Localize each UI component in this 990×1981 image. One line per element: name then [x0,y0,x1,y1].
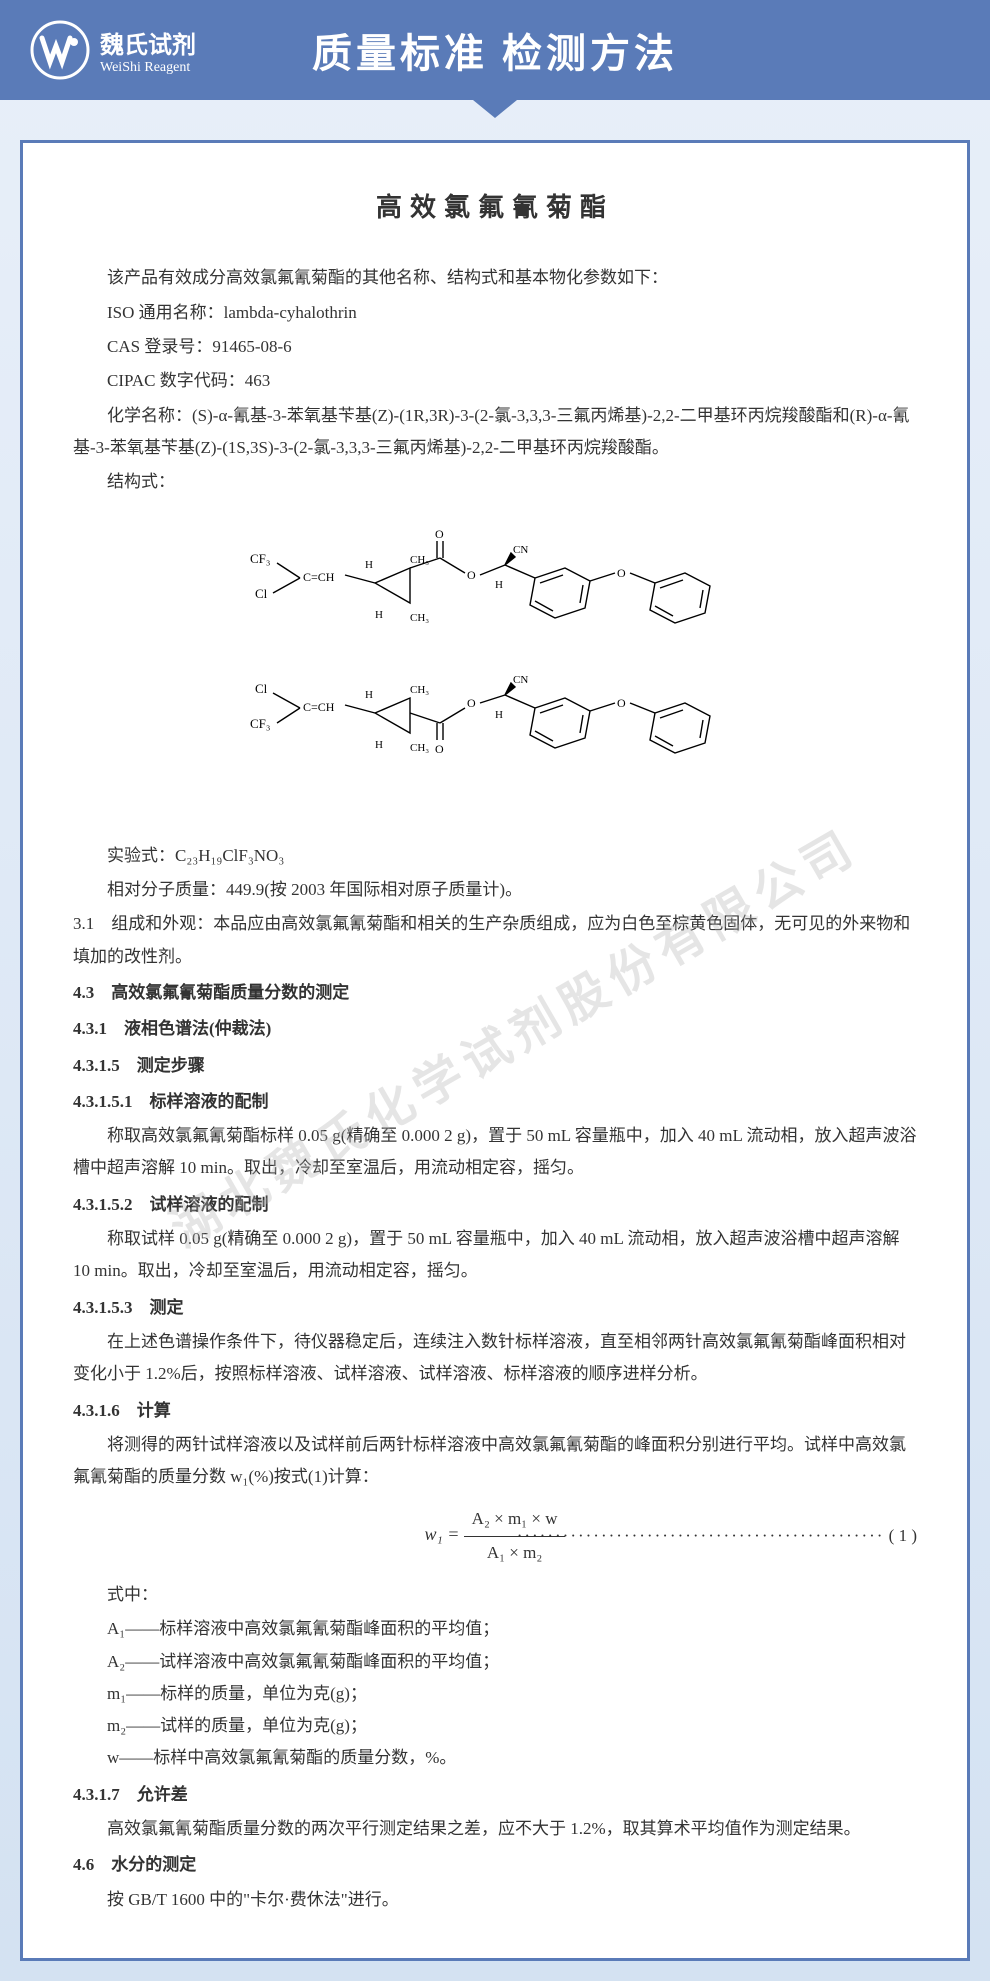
svg-text:O: O [467,568,476,582]
logo-en-text: WeiShi Reagent [100,60,196,76]
section-4-3-1-5: 4.3.1.5 测定步骤 [73,1050,917,1082]
svg-text:CH₃: CH₃ [410,684,429,696]
section-4-3-1-5-3: 4.3.1.5.3 测定 [73,1292,917,1324]
section-4-3-1-7: 4.3.1.7 允许差 [73,1779,917,1811]
svg-text:Cl: Cl [255,681,268,696]
svg-text:H: H [375,609,383,621]
svg-text:C=CH: C=CH [303,570,335,584]
structure-label: 结构式： [73,466,917,498]
content-wrapper: 湖北魏氏化学试剂股份有限公司 高效氯氟氰菊酯 该产品有效成分高效氯氟氰菊酯的其他… [0,100,990,1981]
cas-number-line: CAS 登录号：91465-08-6 [73,331,917,363]
section-4-3: 4.3 高效氯氟氰菊酯质量分数的测定 [73,977,917,1009]
var-m2: m₂——试样的质量，单位为克(g)； [107,1710,917,1742]
para-4-3-1-7: 高效氯氟氰菊酯质量分数的两次平行测定结果之差，应不大于 1.2%，取其算术平均值… [73,1813,917,1845]
svg-text:O: O [617,696,626,710]
para-4-6: 按 GB/T 1600 中的"卡尔·费休法"进行。 [73,1884,917,1916]
var-a1: A₁——标样溶液中高效氯氟氰菊酯峰面积的平均值； [107,1613,917,1645]
para-4-3-1-5-2: 称取试样 0.05 g(精确至 0.000 2 g)，置于 50 mL 容量瓶中… [73,1223,917,1288]
var-w: w——标样中高效氯氟氰菊酯的质量分数，%。 [107,1742,917,1774]
svg-text:O: O [467,696,476,710]
cipac-code-line: CIPAC 数字代码：463 [73,365,917,397]
formula-lhs: w₁ = [425,1517,460,1551]
section-4-3-1-5-1: 4.3.1.5.1 标样溶液的配制 [73,1086,917,1118]
svg-text:H: H [365,559,373,571]
svg-text:Cl: Cl [255,586,268,601]
molecular-weight-line: 相对分子质量：449.9(按 2003 年国际相对原子质量计)。 [73,874,917,906]
svg-text:H: H [375,739,383,751]
para-4-3-1-5-3: 在上述色谱操作条件下，待仪器稳定后，连续注入数针标样溶液，直至相邻两针高效氯氟氰… [73,1326,917,1391]
svg-text:H: H [365,689,373,701]
where-label: 式中： [73,1579,917,1611]
logo-cn-text: 魏氏试剂 [100,25,196,60]
svg-text:O: O [435,742,444,756]
svg-text:CH₃: CH₃ [410,742,429,754]
section-4-3-1: 4.3.1 液相色谱法(仲裁法) [73,1013,917,1045]
svg-text:CF₃: CF₃ [250,551,270,566]
tab-arrow-icon [473,100,517,118]
para-4-3-1-5-1: 称取高效氯氟氰菊酯标样 0.05 g(精确至 0.000 2 g)，置于 50 … [73,1120,917,1185]
svg-text:CN: CN [513,674,528,686]
variable-definitions: A₁——标样溶液中高效氯氟氰菊酯峰面积的平均值； A₂——试样溶液中高效氯氟氰菊… [107,1613,917,1774]
svg-text:H: H [495,709,503,721]
logo-section: 魏氏试剂 WeiShi Reagent [30,20,196,80]
para-4-3-1-6: 将测得的两针试样溶液以及试样前后两针标样溶液中高效氯氟氰菊酯的峰面积分别进行平均… [73,1429,917,1494]
svg-text:O: O [617,566,626,580]
formula-equation-1: w₁ = A₂ × m₁ × w A₁ × m₂ ···············… [73,1503,917,1569]
intro-paragraph: 该产品有效成分高效氯氟氰菊酯的其他名称、结构式和基本物化参数如下： [73,262,917,294]
svg-text:CH₃: CH₃ [410,612,429,624]
section-4-3-1-5-2: 4.3.1.5.2 试样溶液的配制 [73,1189,917,1221]
svg-text:CF₃: CF₃ [250,716,270,731]
chemical-structure-diagram: CF₃ Cl C=CH H CH₃ CH₃ H O [73,513,917,824]
formula-equation-number: ········································… [517,1520,917,1552]
svg-text:C=CH: C=CH [303,700,335,714]
iso-name-line: ISO 通用名称：lambda-cyhalothrin [73,297,917,329]
logo-text: 魏氏试剂 WeiShi Reagent [100,25,196,76]
svg-text:O: O [435,527,444,541]
page-header: 魏氏试剂 WeiShi Reagent 质量标准 检测方法 [0,0,990,100]
svg-text:CN: CN [513,544,528,556]
header-title: 质量标准 检测方法 [312,21,678,79]
document-page: 湖北魏氏化学试剂股份有限公司 高效氯氟氰菊酯 该产品有效成分高效氯氟氰菊酯的其他… [20,140,970,1961]
section-3-1: 3.1 组成和外观：本品应由高效氯氟氰菊酯和相关的生产杂质组成，应为白色至棕黄色… [73,908,917,973]
var-a2: A₂——试样溶液中高效氯氟氰菊酯峰面积的平均值； [107,1646,917,1678]
logo-icon [30,20,90,80]
chemical-name-line: 化学名称：(S)-α-氰基-3-苯氧基苄基(Z)-(1R,3R)-3-(2-氯-… [73,400,917,465]
empirical-formula-line: 实验式：C₂₃H₁₉ClF₃NO₃ [73,840,917,872]
section-4-6: 4.6 水分的测定 [73,1849,917,1881]
document-title: 高效氯氟氰菊酯 [73,183,917,232]
var-m1: m₁——标样的质量，单位为克(g)； [107,1678,917,1710]
svg-text:H: H [495,579,503,591]
section-4-3-1-6: 4.3.1.6 计算 [73,1395,917,1427]
